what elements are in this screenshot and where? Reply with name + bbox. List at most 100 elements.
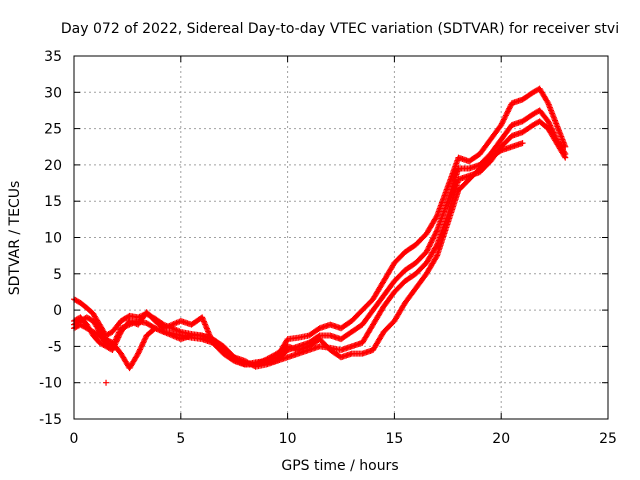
data-point xyxy=(137,346,144,353)
data-point xyxy=(501,115,508,122)
x-tick-label: 5 xyxy=(176,431,185,447)
data-point xyxy=(421,273,428,280)
data-point xyxy=(218,344,225,351)
data-point xyxy=(498,120,505,127)
data-point xyxy=(389,262,396,269)
data-point xyxy=(256,359,263,366)
data-point xyxy=(74,298,81,305)
data-point xyxy=(543,123,550,130)
data-point xyxy=(389,320,396,327)
data-point xyxy=(433,243,440,250)
data-point xyxy=(124,314,131,321)
data-point xyxy=(433,253,440,260)
data-point xyxy=(527,112,534,119)
data-point xyxy=(527,123,534,130)
data-point xyxy=(137,345,144,352)
data-point xyxy=(133,353,140,360)
data-point xyxy=(140,338,147,345)
data-point xyxy=(518,140,525,147)
data-point xyxy=(506,104,513,111)
data-point xyxy=(261,357,268,364)
data-point xyxy=(94,337,101,344)
data-point xyxy=(139,340,146,347)
data-point xyxy=(346,319,353,326)
data-point xyxy=(502,112,509,119)
data-point xyxy=(356,323,363,330)
data-point xyxy=(389,291,396,298)
y-tick-label: -10 xyxy=(39,376,62,392)
data-point xyxy=(432,229,439,236)
data-point xyxy=(236,359,243,366)
data-point xyxy=(485,138,492,145)
data-point xyxy=(474,152,481,159)
data-point xyxy=(116,329,123,336)
data-point xyxy=(158,323,165,330)
data-point xyxy=(233,357,240,364)
data-point xyxy=(432,255,439,262)
data-point xyxy=(367,298,374,305)
data-point xyxy=(500,117,507,124)
data-point xyxy=(138,343,145,350)
data-point xyxy=(81,323,88,330)
x-tick-label: 25 xyxy=(599,431,617,447)
y-tick-label: 35 xyxy=(44,49,62,65)
data-point xyxy=(81,315,88,322)
x-axis-label: GPS time / hours xyxy=(281,458,398,474)
y-tick-label: 15 xyxy=(44,194,62,210)
data-point xyxy=(410,261,417,268)
grid xyxy=(74,56,608,419)
y-tick-label: -5 xyxy=(48,339,62,355)
data-point xyxy=(142,335,149,342)
data-point xyxy=(112,336,119,343)
data-point xyxy=(553,120,560,127)
data-point xyxy=(505,106,512,113)
data-point xyxy=(237,359,244,366)
data-point xyxy=(113,335,120,342)
data-point xyxy=(506,135,513,142)
data-point xyxy=(544,98,551,105)
chart-title: Day 072 of 2022, Sidereal Day-to-day VTE… xyxy=(61,21,619,37)
x-tick-label: 0 xyxy=(70,431,79,447)
data-point xyxy=(431,232,438,239)
data-point xyxy=(347,343,354,350)
data-point xyxy=(495,148,502,155)
data-point xyxy=(150,327,157,334)
data-point xyxy=(378,295,385,301)
data-point xyxy=(499,119,506,126)
data-point xyxy=(114,333,121,340)
data-point xyxy=(228,354,235,361)
data-point xyxy=(159,328,166,335)
data-point xyxy=(167,322,174,329)
data-point xyxy=(114,332,121,339)
y-tick-label: 5 xyxy=(53,267,62,283)
data-point xyxy=(135,349,142,356)
data-point xyxy=(240,360,247,367)
data-point xyxy=(421,251,428,258)
data-point xyxy=(116,328,123,335)
data-point xyxy=(259,358,266,365)
data-point xyxy=(136,347,143,354)
data-point xyxy=(485,156,492,163)
data-point xyxy=(87,327,94,334)
data-point xyxy=(430,234,437,241)
data-point xyxy=(101,334,108,341)
data-point xyxy=(426,243,433,250)
data-point xyxy=(430,235,437,242)
data-point xyxy=(272,358,279,365)
data-point xyxy=(410,287,417,294)
data-point xyxy=(283,354,290,361)
data-point xyxy=(260,357,267,364)
y-tick-label: 0 xyxy=(53,303,62,319)
data-point xyxy=(504,108,511,115)
data-point xyxy=(507,144,514,151)
data-point xyxy=(368,324,375,331)
data-point xyxy=(140,339,147,346)
data-point xyxy=(125,322,132,329)
data-point xyxy=(379,306,386,313)
data-point xyxy=(253,360,260,367)
data-point xyxy=(142,319,149,326)
y-tick-label: 20 xyxy=(44,158,62,174)
data-points xyxy=(71,85,569,386)
data-point xyxy=(88,308,95,315)
data-point xyxy=(527,90,534,97)
